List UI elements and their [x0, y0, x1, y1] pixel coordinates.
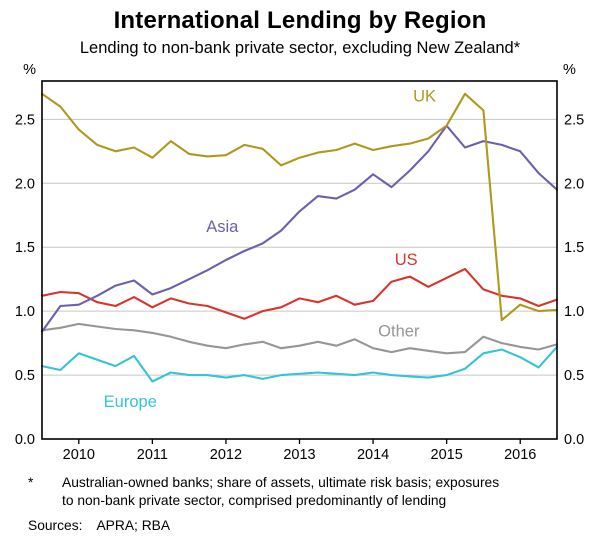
series-label-uk: UK: [413, 87, 436, 105]
series-line-uk: [40, 92, 559, 322]
y-tick-label-left: 2.5: [15, 112, 35, 128]
series-label-europe: Europe: [104, 393, 157, 411]
footnote-line2: to non-bank private sector, comprised pr…: [62, 493, 447, 508]
series-label-other: Other: [378, 323, 420, 341]
sources-label: Sources:: [28, 518, 83, 533]
footnote-marker: *: [28, 475, 34, 490]
plot-border: [41, 80, 558, 440]
x-tick-label: 2011: [137, 447, 168, 463]
y-tick-label-right: 0.0: [564, 432, 584, 448]
y-tick-label-left: 0.0: [15, 432, 35, 448]
footnote: * Australian-owned banks; share of asset…: [0, 474, 600, 510]
unit-label-left: %: [23, 62, 36, 78]
y-tick-label-right: 0.5: [564, 368, 584, 384]
y-tick-label-right: 1.5: [564, 240, 584, 256]
unit-label-right: %: [563, 62, 576, 78]
y-tick-label-right: 2.5: [564, 112, 584, 128]
chart-subtitle: Lending to non-bank private sector, excl…: [79, 39, 521, 57]
series-label-us: US: [395, 251, 418, 269]
x-tick-label: 2015: [431, 447, 463, 463]
y-tick-label-left: 1.0: [15, 304, 35, 320]
chart-title: International Lending by Region: [113, 7, 487, 34]
sources-line: Sources: APRA; RBA: [0, 518, 600, 533]
x-tick-label: 2010: [63, 447, 95, 463]
y-tick-label-left: 0.5: [15, 368, 35, 384]
series-line-asia: [40, 124, 559, 333]
footnote-line1: Australian-owned banks; share of assets,…: [62, 475, 500, 490]
x-tick-label: 2014: [357, 447, 389, 463]
series-line-us: [40, 267, 559, 320]
series-line-other: [40, 322, 559, 355]
x-tick-label: 2012: [210, 447, 242, 463]
series-line-europe: [40, 345, 559, 383]
x-tick-label: 2013: [283, 447, 315, 463]
series-label-asia: Asia: [206, 218, 239, 236]
y-tick-label-left: 2.0: [15, 176, 35, 192]
y-tick-label-left: 1.5: [15, 240, 35, 256]
y-tick-label-right: 1.0: [564, 304, 584, 320]
line-chart: % % 0.0 0.0 0.5 0.5 1.0 1.0 1.5 1.5 2.0 2.0 2.5 2.5 20…: [15, 62, 584, 463]
x-tick-label: 2016: [504, 447, 536, 463]
y-tick-label-right: 2.0: [564, 176, 584, 192]
footnote-text: Australian-owned banks; share of assets,…: [62, 474, 574, 510]
sources-value: APRA; RBA: [96, 518, 171, 533]
